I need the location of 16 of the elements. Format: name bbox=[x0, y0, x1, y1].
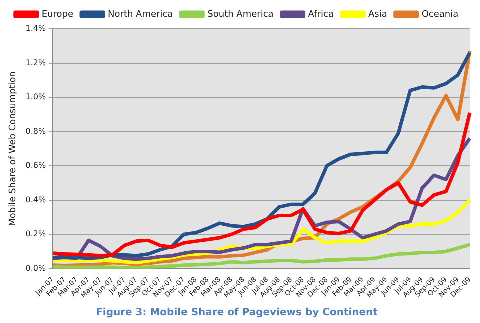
y-tick-label: 1.2% bbox=[26, 58, 47, 68]
legend-label: Oceania bbox=[422, 10, 459, 20]
legend-label: Africa bbox=[308, 10, 334, 20]
y-tick-label: 1.0% bbox=[26, 92, 47, 102]
y-tick-label: 0.0% bbox=[26, 264, 47, 273]
text: Figure 3: Mobile Share of Pageviews by Continent bbox=[96, 308, 378, 319]
legend-label: Asia bbox=[368, 10, 388, 20]
legend-label: Europe bbox=[42, 10, 74, 20]
y-tick-label: 0.4% bbox=[26, 195, 47, 204]
y-tick-label: 0.6% bbox=[26, 161, 47, 170]
legend-label: South America bbox=[208, 10, 274, 20]
y-tick-label: 0.2% bbox=[26, 230, 47, 239]
y-tick-label: 0.8% bbox=[26, 126, 47, 136]
y-tick-label: 1.4% bbox=[26, 24, 47, 34]
legend-label: North America bbox=[108, 10, 174, 20]
y-axis-title: Mobile Share of Web Consumption bbox=[8, 71, 19, 226]
